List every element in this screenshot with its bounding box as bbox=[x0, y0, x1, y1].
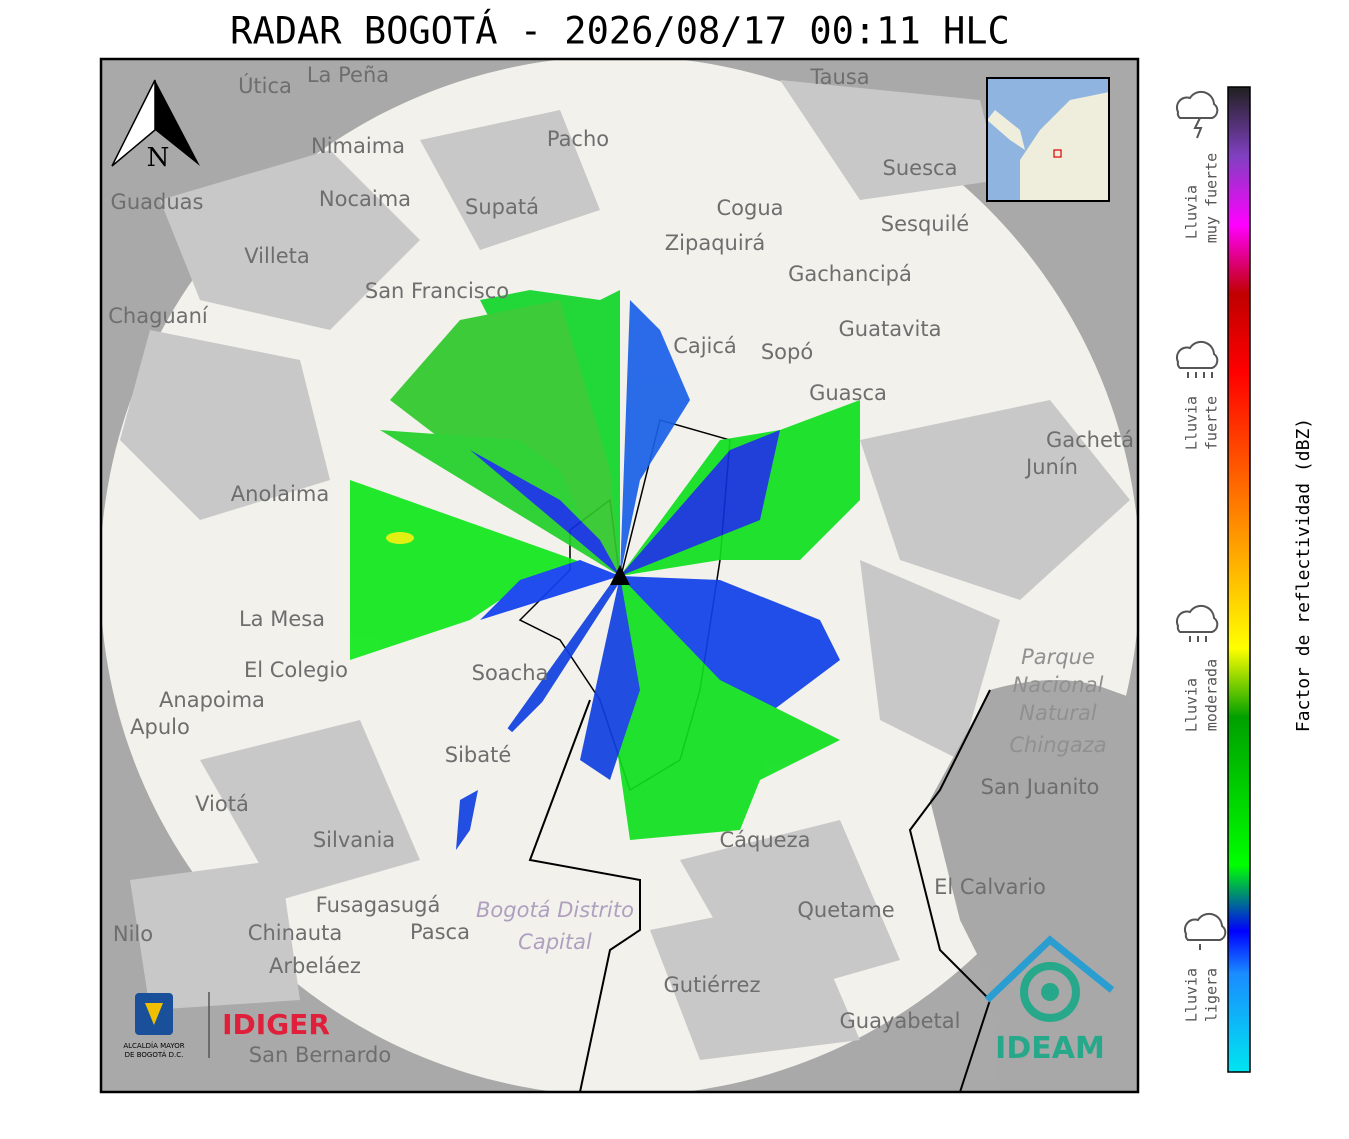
inset-map bbox=[986, 77, 1110, 202]
title: RADAR BOGOTÁ - 2026/08/17 00:11 HLC bbox=[230, 9, 1010, 53]
place: Anolaima bbox=[231, 482, 329, 506]
logo-text: DE BOGOTÁ D.C. bbox=[125, 1050, 184, 1059]
logo-text: IDEAM bbox=[995, 1031, 1105, 1066]
place: Silvania bbox=[313, 828, 395, 852]
rain-label: Lluvia bbox=[1183, 968, 1201, 1022]
place: Nocaima bbox=[319, 187, 411, 211]
place: Tausa bbox=[809, 65, 869, 89]
place: La Peña bbox=[307, 63, 389, 87]
place: Arbeláez bbox=[269, 954, 361, 978]
place: Sesquilé bbox=[881, 212, 969, 236]
place: Viotá bbox=[195, 792, 249, 816]
place: Cogua bbox=[716, 196, 783, 220]
rain-icon bbox=[1175, 90, 1227, 950]
place: Quetame bbox=[797, 898, 894, 922]
logo-text: ALCALDÍA MAYOR bbox=[123, 1041, 184, 1050]
park-label: Chingaza bbox=[1009, 733, 1106, 757]
radar-site bbox=[610, 565, 630, 585]
terrain bbox=[120, 80, 1130, 1060]
place: La Mesa bbox=[239, 607, 325, 631]
park-label: Parque bbox=[1021, 645, 1095, 669]
place: Villeta bbox=[244, 244, 309, 268]
place: Nilo bbox=[113, 922, 153, 946]
rain-label: Lluvia bbox=[1183, 396, 1201, 450]
place: Guaduas bbox=[111, 190, 204, 214]
district-label: Capital bbox=[518, 930, 592, 954]
rain-label: ligera bbox=[1203, 968, 1221, 1022]
place: San Juanito bbox=[981, 775, 1100, 799]
boundary bbox=[528, 689, 992, 1092]
place: Fusagasugá bbox=[316, 893, 441, 917]
map-frame bbox=[99, 57, 1140, 1094]
place: Sopó bbox=[761, 340, 813, 364]
place: Guasca bbox=[809, 381, 887, 405]
place: Útica bbox=[238, 73, 292, 98]
colorbar-label: Factor de reflectividad (dBZ) bbox=[1293, 418, 1314, 732]
place: Chinauta bbox=[248, 921, 342, 945]
place: Gachancipá bbox=[788, 262, 912, 286]
place: Suesca bbox=[883, 156, 958, 180]
place: Pasca bbox=[410, 920, 470, 944]
place: Anapoima bbox=[159, 688, 265, 712]
park-label: Natural bbox=[1019, 701, 1097, 725]
place: Gutiérrez bbox=[664, 973, 761, 997]
colorbar bbox=[1227, 86, 1251, 1073]
rain-label: Lluvia bbox=[1183, 185, 1201, 239]
park-label: Nacional bbox=[1013, 673, 1104, 697]
place: Guayabetal bbox=[840, 1009, 961, 1033]
place: Apulo bbox=[130, 715, 190, 739]
north-arrow: N bbox=[111, 79, 200, 173]
place: Pacho bbox=[547, 127, 609, 151]
radar-echo bbox=[350, 290, 860, 850]
region bbox=[930, 680, 1138, 1092]
rain-label: Lluvia bbox=[1183, 678, 1201, 732]
place: Chaguaní bbox=[108, 304, 209, 328]
place: San Francisco bbox=[365, 279, 509, 303]
place: Zipaquirá bbox=[665, 231, 765, 255]
logos: ALCALDÍA MAYOR DE BOGOTÁ D.C. IDIGER IDE… bbox=[123, 935, 1115, 1066]
rain-levels: Lluvia muy fuerte Lluvia fuerte Lluvia m… bbox=[1175, 90, 1227, 1022]
place: Supatá bbox=[465, 195, 539, 219]
place: El Calvario bbox=[934, 875, 1046, 899]
places: La Peña Útica Tausa Pacho Nimaima Guadua… bbox=[108, 63, 1134, 1067]
place: Gachetá bbox=[1046, 428, 1134, 452]
place: El Colegio bbox=[244, 658, 348, 682]
district-label: Bogotá Distrito bbox=[476, 898, 634, 922]
place: Junín bbox=[1024, 455, 1078, 479]
place: Guatavita bbox=[839, 317, 942, 341]
place: Nimaima bbox=[311, 134, 405, 158]
rain-label: fuerte bbox=[1203, 396, 1221, 450]
rain-label: moderada bbox=[1203, 659, 1221, 731]
place: Cajicá bbox=[673, 334, 737, 358]
place: Cáqueza bbox=[720, 828, 811, 852]
place: San Bernardo bbox=[249, 1043, 391, 1067]
place: Soacha bbox=[472, 661, 549, 685]
rain-label: muy fuerte bbox=[1203, 153, 1221, 243]
north-label: N bbox=[147, 143, 170, 173]
place: Sibaté bbox=[445, 743, 512, 767]
logo-text: IDIGER bbox=[222, 1008, 330, 1041]
